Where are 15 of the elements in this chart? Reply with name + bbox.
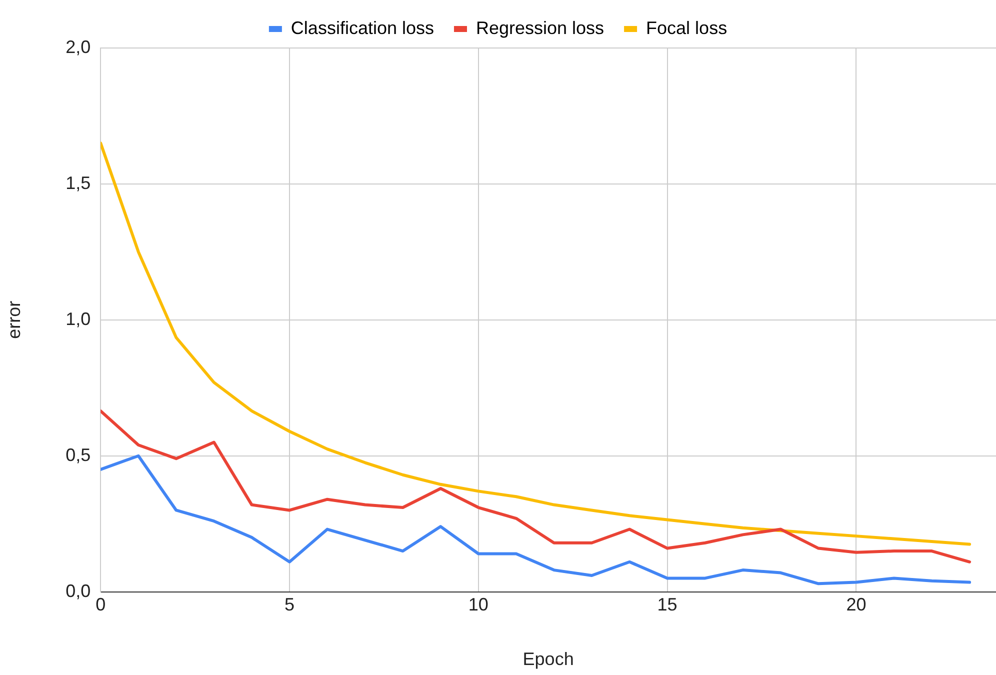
- y-tick-label: 1,5: [66, 172, 91, 193]
- y-tick-label: 2,0: [66, 36, 91, 57]
- x-tick-label: 10: [468, 594, 488, 615]
- x-tick-label: 15: [657, 594, 678, 615]
- x-tick-label: 5: [284, 594, 295, 615]
- legend-label: Focal loss: [646, 18, 728, 38]
- y-tick-label: 0,5: [66, 444, 91, 465]
- y-axis-title: error: [4, 300, 24, 339]
- x-tick-label: 20: [846, 594, 866, 615]
- x-tick-label: 0: [96, 594, 106, 615]
- legend-label: Regression loss: [476, 18, 604, 38]
- y-tick-label: 1,0: [66, 308, 91, 329]
- y-tick-label: 0,0: [66, 580, 91, 601]
- legend-label: Classification loss: [290, 18, 434, 38]
- x-axis-title: Epoch: [522, 649, 574, 670]
